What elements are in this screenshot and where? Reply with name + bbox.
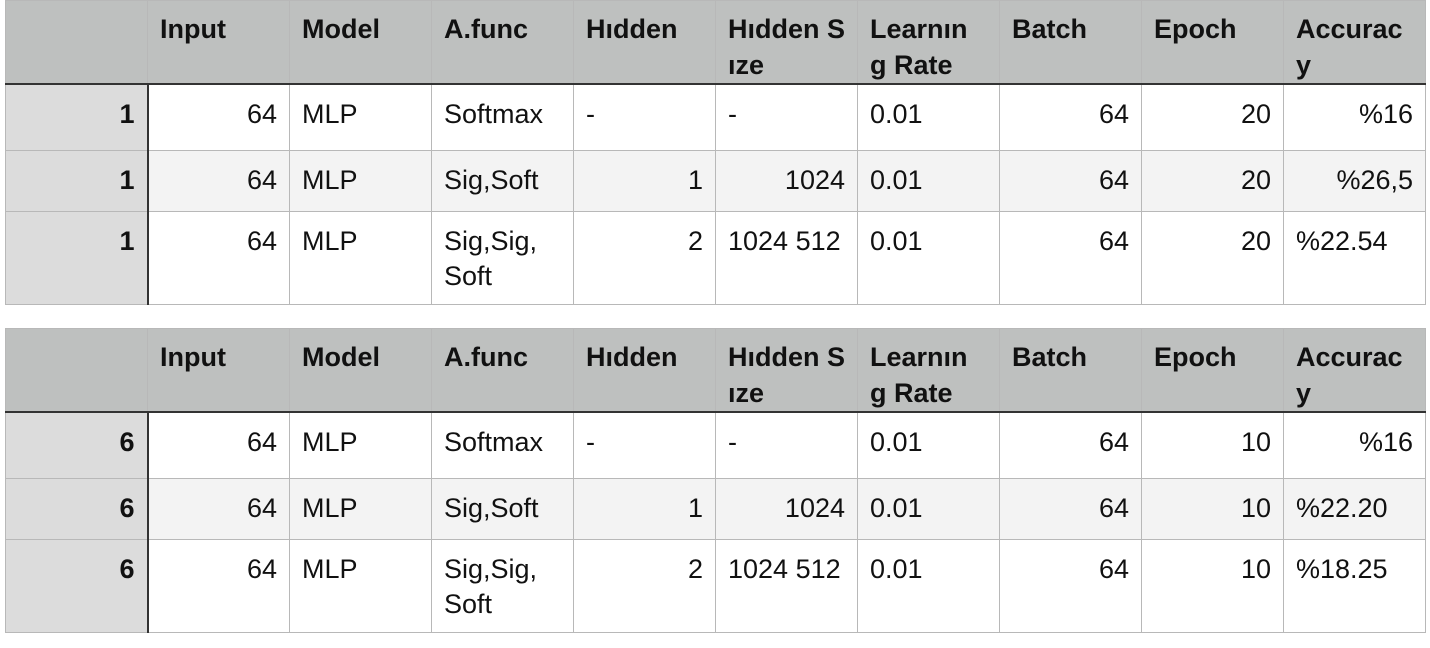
row-id-cell[interactable]: 6 <box>5 477 149 540</box>
header-input[interactable]: Input <box>147 328 290 413</box>
hidden-cell[interactable]: - <box>573 411 716 479</box>
learning-rate-cell[interactable]: 0.01 <box>857 210 1000 305</box>
hidden-cell[interactable]: 2 <box>573 210 716 305</box>
header-afunc[interactable]: A.func <box>431 328 574 413</box>
accuracy-cell[interactable]: %16 <box>1283 83 1426 151</box>
header-epoch[interactable]: Epoch <box>1141 0 1284 85</box>
header-hidden[interactable]: Hıdden <box>573 0 716 85</box>
hidden-cell[interactable]: - <box>573 83 716 151</box>
header-hidden-size[interactable]: Hıdden Sıze <box>715 328 858 413</box>
table-row: 6 64 MLP Sig,Soft 1 1024 0.01 64 10 %22.… <box>5 477 1426 540</box>
afunc-cell[interactable]: Sig,Soft <box>431 149 574 212</box>
row-id-cell[interactable]: 1 <box>5 149 149 212</box>
accuracy-cell[interactable]: %16 <box>1283 411 1426 479</box>
accuracy-cell[interactable]: %22.20 <box>1283 477 1426 540</box>
input-cell[interactable]: 64 <box>147 210 290 305</box>
afunc-cell[interactable]: Sig,Sig, Soft <box>431 210 574 305</box>
header-accuracy[interactable]: Accurac y <box>1283 0 1426 85</box>
hidden-size-cell[interactable]: - <box>715 411 858 479</box>
header-learning-rate[interactable]: Learnın g Rate <box>857 0 1000 85</box>
hidden-cell[interactable]: 1 <box>573 149 716 212</box>
model-cell[interactable]: MLP <box>289 538 432 633</box>
table-row: 6 64 MLP Sig,Sig, Soft 2 1024 512 0.01 6… <box>5 538 1426 633</box>
learning-rate-cell[interactable]: 0.01 <box>857 538 1000 633</box>
header-model[interactable]: Model <box>289 328 432 413</box>
learning-rate-cell[interactable]: 0.01 <box>857 149 1000 212</box>
batch-cell[interactable]: 64 <box>999 210 1142 305</box>
header-corner-cell[interactable] <box>5 328 148 413</box>
results-table-1: Input Model A.func Hıdden Hıdden Sıze Le… <box>5 0 1426 305</box>
epoch-cell[interactable]: 10 <box>1141 411 1284 479</box>
input-cell[interactable]: 64 <box>147 477 290 540</box>
epoch-cell[interactable]: 10 <box>1141 477 1284 540</box>
afunc-cell[interactable]: Sig,Soft <box>431 477 574 540</box>
learning-rate-cell[interactable]: 0.01 <box>857 411 1000 479</box>
learning-rate-cell[interactable]: 0.01 <box>857 83 1000 151</box>
epoch-cell[interactable]: 20 <box>1141 83 1284 151</box>
hidden-size-cell[interactable]: - <box>715 83 858 151</box>
hidden-size-cell[interactable]: 1024 512 <box>715 538 858 633</box>
batch-cell[interactable]: 64 <box>999 538 1142 633</box>
row-id-cell[interactable]: 6 <box>5 411 149 479</box>
batch-cell[interactable]: 64 <box>999 149 1142 212</box>
afunc-cell[interactable]: Sig,Sig, Soft <box>431 538 574 633</box>
model-cell[interactable]: MLP <box>289 210 432 305</box>
input-cell[interactable]: 64 <box>147 538 290 633</box>
header-batch[interactable]: Batch <box>999 0 1142 85</box>
header-model[interactable]: Model <box>289 0 432 85</box>
table-row: 6 64 MLP Softmax - - 0.01 64 10 %16 <box>5 411 1426 479</box>
epoch-cell[interactable]: 20 <box>1141 149 1284 212</box>
hidden-size-cell[interactable]: 1024 <box>715 477 858 540</box>
row-id-cell[interactable]: 1 <box>5 210 149 305</box>
learning-rate-cell[interactable]: 0.01 <box>857 477 1000 540</box>
input-cell[interactable]: 64 <box>147 411 290 479</box>
header-hidden-size[interactable]: Hıdden Sıze <box>715 0 858 85</box>
batch-cell[interactable]: 64 <box>999 411 1142 479</box>
header-batch[interactable]: Batch <box>999 328 1142 413</box>
hidden-cell[interactable]: 1 <box>573 477 716 540</box>
input-cell[interactable]: 64 <box>147 149 290 212</box>
model-cell[interactable]: MLP <box>289 149 432 212</box>
header-learning-rate[interactable]: Learnın g Rate <box>857 328 1000 413</box>
header-input[interactable]: Input <box>147 0 290 85</box>
batch-cell[interactable]: 64 <box>999 477 1142 540</box>
row-id-cell[interactable]: 6 <box>5 538 149 633</box>
model-cell[interactable]: MLP <box>289 83 432 151</box>
batch-cell[interactable]: 64 <box>999 83 1142 151</box>
epoch-cell[interactable]: 10 <box>1141 538 1284 633</box>
table-row: 1 64 MLP Softmax - - 0.01 64 20 %16 <box>5 83 1426 151</box>
epoch-cell[interactable]: 20 <box>1141 210 1284 305</box>
table-row: 1 64 MLP Sig,Sig, Soft 2 1024 512 0.01 6… <box>5 210 1426 305</box>
header-epoch[interactable]: Epoch <box>1141 328 1284 413</box>
header-hidden[interactable]: Hıdden <box>573 328 716 413</box>
header-row: Input Model A.func Hıdden Hıdden Sıze Le… <box>5 0 1426 85</box>
table-row: 1 64 MLP Sig,Soft 1 1024 0.01 64 20 %26,… <box>5 149 1426 212</box>
afunc-cell[interactable]: Softmax <box>431 411 574 479</box>
model-cell[interactable]: MLP <box>289 477 432 540</box>
hidden-cell[interactable]: 2 <box>573 538 716 633</box>
accuracy-cell[interactable]: %22.54 <box>1283 210 1426 305</box>
model-cell[interactable]: MLP <box>289 411 432 479</box>
header-accuracy[interactable]: Accurac y <box>1283 328 1426 413</box>
hidden-size-cell[interactable]: 1024 512 <box>715 210 858 305</box>
input-cell[interactable]: 64 <box>147 83 290 151</box>
accuracy-cell[interactable]: %18.25 <box>1283 538 1426 633</box>
hidden-size-cell[interactable]: 1024 <box>715 149 858 212</box>
afunc-cell[interactable]: Softmax <box>431 83 574 151</box>
results-table-2: Input Model A.func Hıdden Hıdden Sıze Le… <box>5 328 1426 633</box>
header-row: Input Model A.func Hıdden Hıdden Sıze Le… <box>5 328 1426 413</box>
header-afunc[interactable]: A.func <box>431 0 574 85</box>
row-id-cell[interactable]: 1 <box>5 83 149 151</box>
accuracy-cell[interactable]: %26,5 <box>1283 149 1426 212</box>
header-corner-cell[interactable] <box>5 0 148 85</box>
